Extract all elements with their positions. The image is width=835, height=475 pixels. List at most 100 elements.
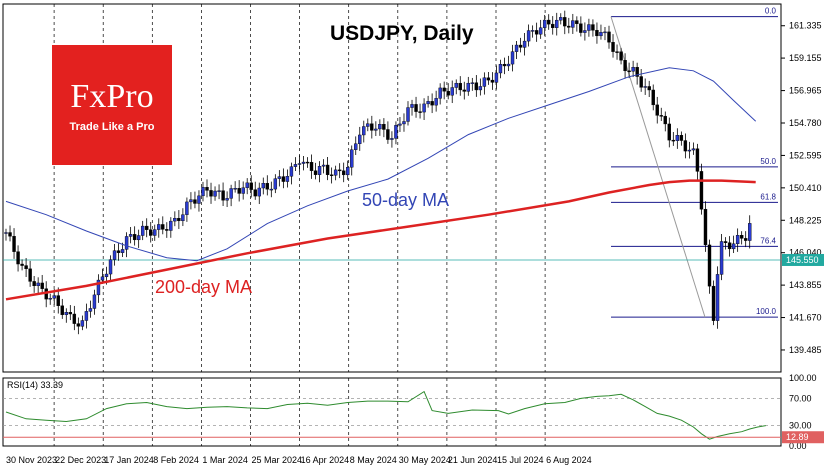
candle-up <box>273 178 278 190</box>
candle-up <box>394 125 398 139</box>
candle-down <box>647 86 651 91</box>
current-price-label: 145.550 <box>786 255 819 265</box>
candle-up <box>438 87 442 99</box>
candle-up <box>374 128 378 131</box>
candle-up <box>390 138 394 140</box>
candle-up <box>245 182 249 188</box>
candle-up <box>173 218 177 222</box>
rsi-line <box>5 390 766 440</box>
candle-down <box>615 51 619 53</box>
candle-up <box>112 250 117 260</box>
candle-up <box>269 188 274 191</box>
candle-up <box>277 176 282 179</box>
candle-up <box>506 63 511 67</box>
candle-up <box>157 224 161 230</box>
candle-up <box>88 308 93 312</box>
candle-down <box>382 124 386 130</box>
candle-up <box>293 164 298 167</box>
time-axis-label: 21 Jun 2024 <box>448 455 498 465</box>
price-tick-label: 161.335 <box>789 21 822 31</box>
candle-down <box>16 251 20 265</box>
candle-up <box>466 82 470 92</box>
candle-up <box>406 107 410 122</box>
time-axis-label: 8 May 2024 <box>350 455 397 465</box>
candle-down <box>313 170 318 175</box>
candle-up <box>715 274 720 321</box>
time-axis-label: 6 Aug 2024 <box>546 455 592 465</box>
candle-down <box>739 235 744 239</box>
ma-200-line <box>5 179 756 301</box>
candle-down <box>177 218 181 222</box>
candle-down <box>639 76 643 88</box>
candle-up <box>478 86 483 91</box>
price-tick-label: 159.155 <box>789 53 822 63</box>
candle-up <box>297 163 302 165</box>
candle-up <box>542 19 547 28</box>
candle-down <box>563 17 567 27</box>
candle-up <box>599 32 603 37</box>
candle-down <box>68 312 73 315</box>
candle-down <box>490 79 495 83</box>
candle-down <box>40 282 44 289</box>
candle-down <box>305 161 310 164</box>
candle-up <box>153 229 157 236</box>
fib-level-label: 100.0 <box>756 307 777 316</box>
candle-down <box>144 225 149 230</box>
candle-down <box>32 281 36 287</box>
fib-level-label: 76.4 <box>760 236 776 245</box>
time-axis-label: 25 Mar 2024 <box>252 455 303 465</box>
time-axis-label: 16 Apr 2024 <box>301 455 350 465</box>
candle-down <box>567 25 571 28</box>
candle-down <box>12 236 16 252</box>
candle-down <box>486 77 491 81</box>
rsi-pane-frame <box>2 377 782 447</box>
candle-up <box>321 164 326 167</box>
candle-down <box>329 174 334 176</box>
ma-200-annotation: 200-day MA <box>155 277 252 297</box>
rsi-current-badge <box>782 431 824 444</box>
candle-up <box>362 126 366 136</box>
candle-up <box>301 161 306 164</box>
candle-down <box>534 30 539 35</box>
candle-down <box>281 176 286 182</box>
candle-down <box>579 23 583 33</box>
time-axis-label: 8 Feb 2024 <box>153 455 199 465</box>
candle-down <box>607 31 611 43</box>
candle-up <box>354 143 358 150</box>
candle-up <box>687 149 692 152</box>
candle-down <box>711 285 716 321</box>
price-tick-label: 141.670 <box>789 313 822 323</box>
candle-up <box>450 87 454 96</box>
candle-down <box>703 208 708 246</box>
candle-up <box>719 241 724 275</box>
candle-up <box>631 67 635 72</box>
candle-up <box>120 249 125 253</box>
time-axis-label: 1 Mar 2024 <box>202 455 248 465</box>
candle-up <box>189 199 193 203</box>
candle-up <box>402 121 406 125</box>
candle-up <box>735 235 740 245</box>
time-axis-label: 30 May 2024 <box>399 455 451 465</box>
fxpro-logo: FxPro Trade Like a Pro <box>52 45 172 165</box>
candle-down <box>575 20 579 24</box>
candle-down <box>671 139 676 142</box>
rsi-tick-label: 30.00 <box>789 421 812 431</box>
candle-up <box>229 188 233 199</box>
candle-up <box>748 223 752 241</box>
candle-up <box>426 101 430 105</box>
candle-up <box>104 273 109 278</box>
candle-down <box>743 238 748 241</box>
candle-up <box>140 225 145 236</box>
candle-down <box>341 170 346 176</box>
candle-up <box>454 82 458 88</box>
candle-down <box>56 295 60 306</box>
candle-up <box>422 103 426 113</box>
logo-name: FxPro <box>70 78 154 115</box>
candle-down <box>430 101 434 106</box>
candle-up <box>587 24 591 31</box>
rsi-tick-label: 70.00 <box>789 393 812 403</box>
rsi-current-label: 12.89 <box>786 432 809 442</box>
candle-up <box>691 148 696 151</box>
candle-up <box>522 40 527 48</box>
